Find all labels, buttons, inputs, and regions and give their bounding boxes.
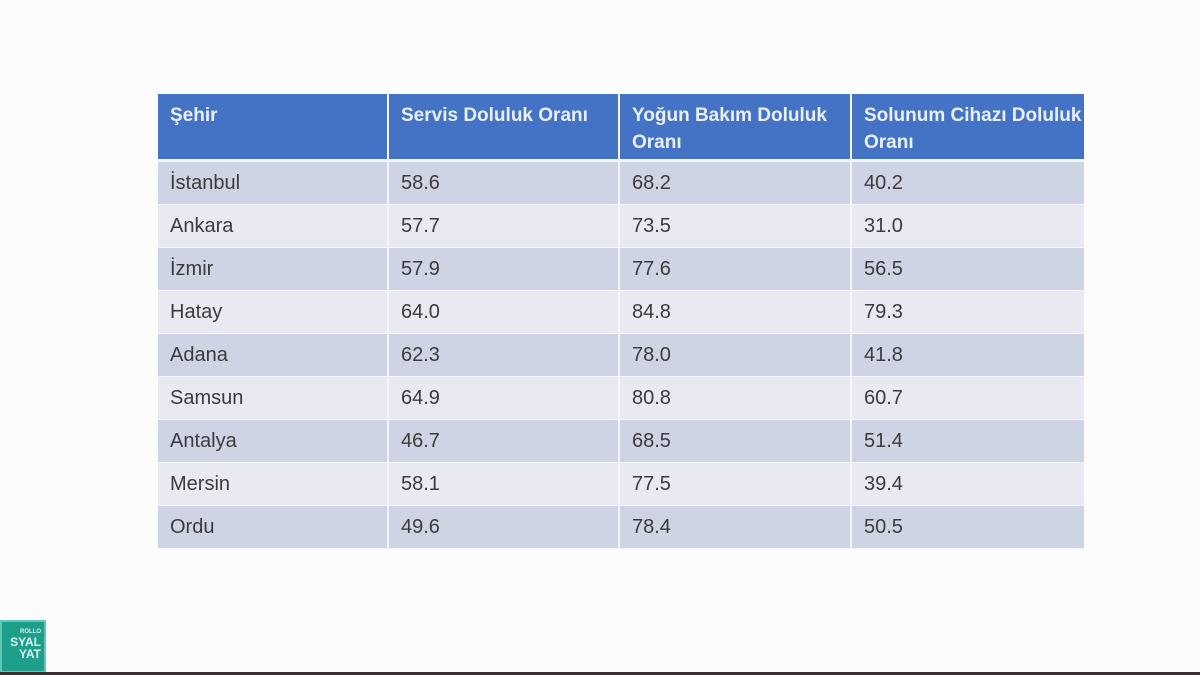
cell-city: Mersin [158,463,389,506]
cell-yogun-bakim: 68.2 [620,162,852,205]
cell-servis: 49.6 [389,506,620,549]
cell-yogun-bakim: 78.0 [620,334,852,377]
table-row: İstanbul 58.6 68.2 40.2 [158,162,1084,205]
cell-servis: 58.1 [389,463,620,506]
cell-city: Antalya [158,420,389,463]
cell-city: Samsun [158,377,389,420]
cell-servis: 57.7 [389,205,620,248]
table-row: Hatay 64.0 84.8 79.3 [158,291,1084,334]
table-row: Ankara 57.7 73.5 31.0 [158,205,1084,248]
logo-line-1: ROLLO [20,629,41,635]
table-row: Ordu 49.6 78.4 50.5 [158,506,1084,549]
header-yogun-bakim-doluluk: Yoğun Bakım Doluluk Oranı [620,94,852,162]
cell-yogun-bakim: 77.6 [620,248,852,291]
cell-yogun-bakim: 77.5 [620,463,852,506]
cell-servis: 57.9 [389,248,620,291]
cell-servis: 64.9 [389,377,620,420]
header-solunum-cihazi-doluluk: Solunum Cihazı Doluluk Oranı [852,94,1084,162]
cell-city: Adana [158,334,389,377]
cell-yogun-bakim: 78.4 [620,506,852,549]
cell-city: Hatay [158,291,389,334]
logo-line-3: YAT [18,647,41,661]
cell-solunum: 40.2 [852,162,1084,205]
cell-solunum: 60.7 [852,377,1084,420]
channel-logo: ROLLO SYAL YAT [0,620,46,673]
table-header-row: Şehir Servis Doluluk Oranı Yoğun Bakım D… [158,94,1084,162]
header-servis-doluluk: Servis Doluluk Oranı [389,94,620,162]
occupancy-table: Şehir Servis Doluluk Oranı Yoğun Bakım D… [158,94,1084,549]
cell-city: Ordu [158,506,389,549]
cell-yogun-bakim: 80.8 [620,377,852,420]
cell-solunum: 31.0 [852,205,1084,248]
cell-solunum: 39.4 [852,463,1084,506]
cell-solunum: 41.8 [852,334,1084,377]
table-row: Mersin 58.1 77.5 39.4 [158,463,1084,506]
table-row: Adana 62.3 78.0 41.8 [158,334,1084,377]
table-row: Antalya 46.7 68.5 51.4 [158,420,1084,463]
cell-city: İstanbul [158,162,389,205]
cell-yogun-bakim: 84.8 [620,291,852,334]
table-row: İzmir 57.9 77.6 56.5 [158,248,1084,291]
cell-solunum: 51.4 [852,420,1084,463]
cell-servis: 58.6 [389,162,620,205]
cell-solunum: 50.5 [852,506,1084,549]
cell-yogun-bakim: 68.5 [620,420,852,463]
cell-yogun-bakim: 73.5 [620,205,852,248]
header-city: Şehir [158,94,389,162]
cell-servis: 62.3 [389,334,620,377]
logo-line-2: SYAL [10,635,41,649]
cell-servis: 46.7 [389,420,620,463]
cell-servis: 64.0 [389,291,620,334]
table-row: Samsun 64.9 80.8 60.7 [158,377,1084,420]
cell-city: Ankara [158,205,389,248]
cell-solunum: 56.5 [852,248,1084,291]
cell-solunum: 79.3 [852,291,1084,334]
cell-city: İzmir [158,248,389,291]
bottom-border [0,672,1200,675]
